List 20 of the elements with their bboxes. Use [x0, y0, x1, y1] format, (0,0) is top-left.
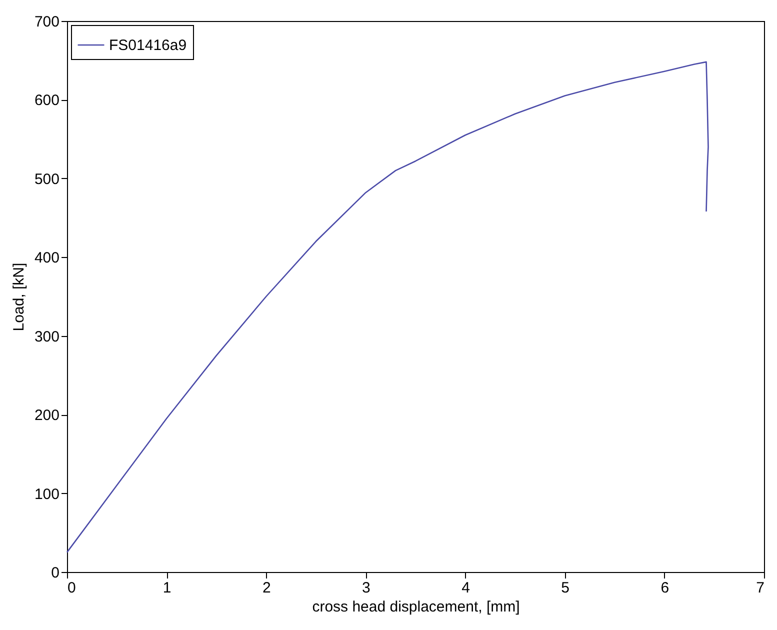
- y-tick-label: 700: [34, 14, 60, 30]
- y-tick-label: 100: [34, 486, 60, 503]
- y-tick-label: 0: [51, 564, 60, 582]
- x-tick-label: 7: [756, 580, 764, 596]
- x-axis-title: cross head displacement, [mm]: [312, 598, 520, 616]
- x-tick-label: 1: [162, 580, 172, 596]
- y-axis-title: Load, [kN]: [10, 262, 28, 332]
- y-tick-label: 200: [34, 407, 60, 424]
- y-tick-label: 300: [34, 328, 60, 346]
- x-tick-label: 3: [362, 580, 370, 596]
- y-tick-label: 600: [34, 92, 60, 110]
- x-tick-label: 6: [660, 580, 670, 596]
- legend-label: FS01416a9: [109, 37, 187, 54]
- line-series: [66, 61, 709, 553]
- y-tick-label: 400: [34, 250, 60, 267]
- x-tick-label: 4: [462, 580, 470, 596]
- x-tick-label: 0: [68, 580, 76, 596]
- y-tick-label: 500: [34, 170, 60, 188]
- x-tick-label: 2: [262, 580, 271, 596]
- x-tick-label: 5: [561, 580, 570, 596]
